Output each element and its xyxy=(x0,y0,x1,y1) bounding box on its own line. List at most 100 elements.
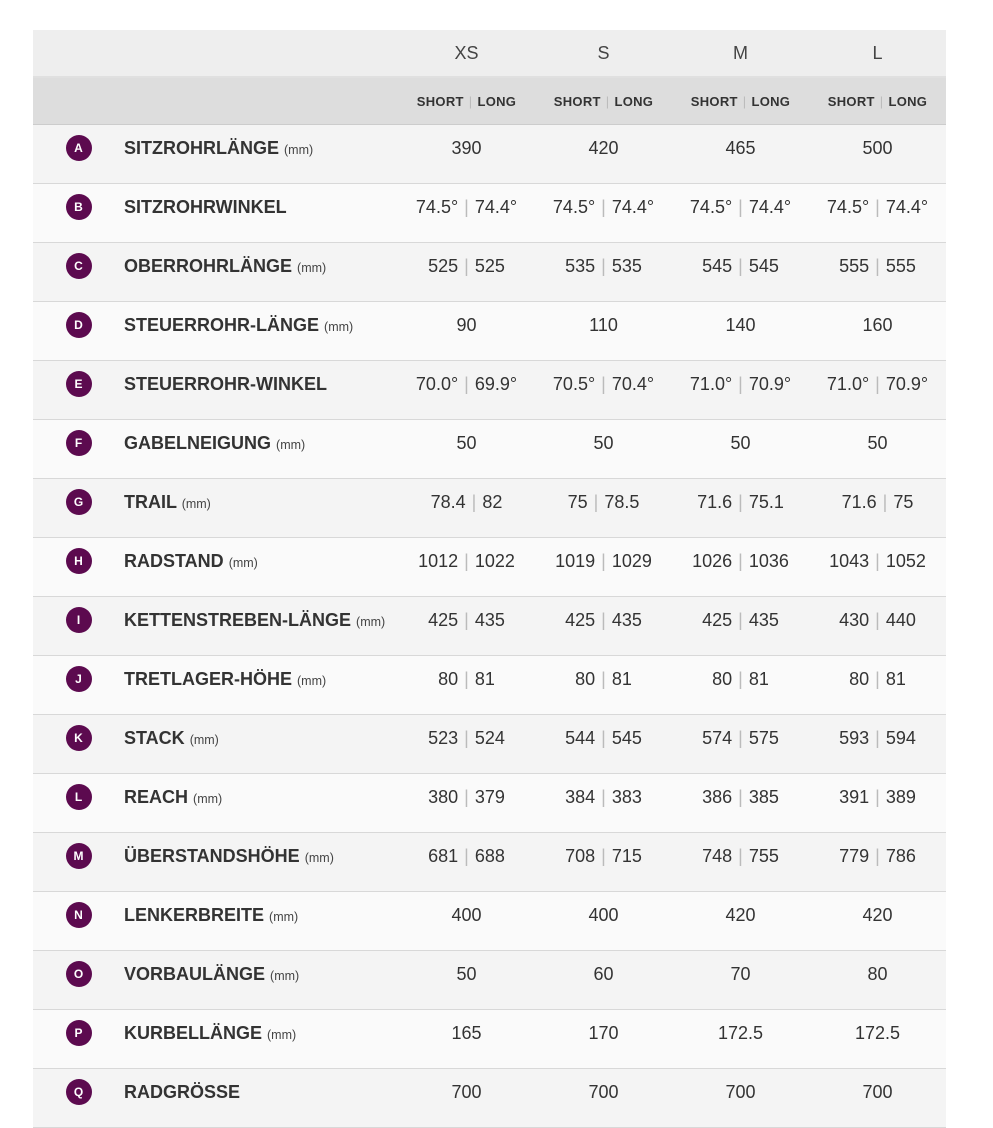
value-cell: 1043 | 1052 xyxy=(829,551,926,571)
value-cell: 500 xyxy=(862,138,893,158)
table-row: J TRETLAGER-HÖHE (mm) 80 | 81 80 | 81 80 | 81 80 | 81 xyxy=(33,655,946,715)
value-cell: 523 | 524 xyxy=(428,728,505,748)
table-row: L REACH (mm) 380 | 379 384 | 383 386 | 385 391 | 389 xyxy=(33,773,946,833)
value-cell: 380 | 379 xyxy=(428,787,505,807)
row-letter-badge: F xyxy=(65,430,92,456)
variant-header: SHORT | LONG xyxy=(398,77,535,125)
value-cell: 384 | 383 xyxy=(565,787,642,807)
row-label: SITZROHRWINKEL xyxy=(124,197,287,217)
value-cell: 165 xyxy=(451,1023,482,1043)
value-cell: 386 | 385 xyxy=(702,787,779,807)
value-cell: 75 | 78.5 xyxy=(567,492,640,512)
row-label: KETTENSTREBEN-LÄNGE (mm) xyxy=(124,610,386,630)
row-label: LENKERBREITE (mm) xyxy=(124,905,299,925)
value-cell: 50 xyxy=(730,433,751,453)
table-row: P KURBELLÄNGE (mm) 165 170 172.5 172.5 xyxy=(33,1009,946,1069)
row-label: REACH (mm) xyxy=(124,787,223,807)
unit: (mm) xyxy=(269,910,299,924)
row-letter-badge: G xyxy=(65,489,92,515)
value-cell: 71.0° | 70.9° xyxy=(689,374,792,394)
row-letter-badge: H xyxy=(65,548,92,574)
value-cell: 544 | 545 xyxy=(565,728,642,748)
row-letter-badge: A xyxy=(65,135,92,161)
value-cell: 700 xyxy=(725,1082,756,1102)
table-row: E STEUERROHR-WINKEL 70.0° | 69.9° 70.5° | 70.4°… xyxy=(33,360,946,420)
value-cell: 78.4 | 82 xyxy=(430,492,503,512)
value-cell: 535 | 535 xyxy=(565,256,642,276)
row-label: VORBAULÄNGE (mm) xyxy=(124,964,300,984)
value-cell: 50 xyxy=(456,433,477,453)
table-row: N LENKERBREITE (mm) 400 400 420 420 xyxy=(33,891,946,951)
row-label: RADSTAND (mm) xyxy=(124,551,258,571)
row-label: GABELNEIGUNG (mm) xyxy=(124,433,306,453)
row-letter-badge: D xyxy=(65,312,92,338)
value-cell: 80 | 81 xyxy=(575,669,632,689)
row-label: STEUERROHR-LÄNGE (mm) xyxy=(124,315,354,335)
row-letter-badge: K xyxy=(65,725,92,751)
value-cell: 425 | 435 xyxy=(428,610,505,630)
value-cell: 1019 | 1029 xyxy=(555,551,652,571)
table-row: M ÜBERSTANDSHÖHE (mm) 681 | 688 708 | 715 748 | 75… xyxy=(33,832,946,892)
value-cell: 71.6 | 75.1 xyxy=(697,492,784,512)
value-cell: 425 | 435 xyxy=(702,610,779,630)
table-row: I KETTENSTREBEN-LÄNGE (mm) 425 | 435 425 | 435 4… xyxy=(33,596,946,656)
value-cell: 71.6 | 75 xyxy=(841,492,914,512)
row-letter-badge: Q xyxy=(65,1079,92,1105)
value-cell: 400 xyxy=(588,905,619,925)
unit: (mm) xyxy=(189,733,219,747)
table-row: A SITZROHRLÄNGE (mm) 390 420 465 500 xyxy=(33,124,946,184)
row-letter-badge: N xyxy=(65,902,92,928)
value-cell: 574 | 575 xyxy=(702,728,779,748)
value-cell: 50 xyxy=(456,964,477,984)
value-cell: 400 xyxy=(451,905,482,925)
value-cell: 60 xyxy=(593,964,614,984)
value-cell: 172.5 xyxy=(717,1023,764,1043)
size-header: XS xyxy=(398,30,535,78)
value-cell: 425 | 435 xyxy=(565,610,642,630)
value-cell: 465 xyxy=(725,138,756,158)
table-row: O VORBAULÄNGE (mm) 50 60 70 80 xyxy=(33,950,946,1010)
row-label: STEUERROHR-WINKEL xyxy=(124,374,327,394)
unit: (mm) xyxy=(304,851,334,865)
value-cell: 700 xyxy=(862,1082,893,1102)
table-row: G TRAIL (mm) 78.4 | 82 75 | 78.5 71.6 | 75.1 71.6 | 7… xyxy=(33,478,946,538)
row-letter-badge: O xyxy=(65,961,92,987)
unit: (mm) xyxy=(284,143,314,157)
row-letter-badge: C xyxy=(65,253,92,279)
row-letter-badge: P xyxy=(65,1020,92,1046)
row-letter-badge: M xyxy=(65,843,92,869)
value-cell: 555 | 555 xyxy=(839,256,916,276)
row-label: KURBELLÄNGE (mm) xyxy=(124,1023,297,1043)
table-row: D STEUERROHR-LÄNGE (mm) 90 110 140 160 xyxy=(33,301,946,361)
value-cell: 700 xyxy=(588,1082,619,1102)
unit: (mm) xyxy=(181,497,211,511)
value-cell: 391 | 389 xyxy=(839,787,916,807)
row-label: TRETLAGER-HÖHE (mm) xyxy=(124,669,327,689)
size-header: S xyxy=(535,30,672,78)
variant-header-row: SHORT | LONG SHORT | LONG SHORT | LONG SHORT | L… xyxy=(33,77,946,125)
row-letter-badge: E xyxy=(65,371,92,397)
variant-header: SHORT | LONG xyxy=(672,77,809,125)
unit: (mm) xyxy=(324,320,354,334)
row-label: OBERROHRLÄNGE (mm) xyxy=(124,256,327,276)
value-cell: 74.5° | 74.4° xyxy=(689,197,792,217)
size-header: M xyxy=(672,30,809,78)
value-cell: 80 | 81 xyxy=(438,669,495,689)
unit: (mm) xyxy=(356,615,386,629)
value-cell: 170 xyxy=(588,1023,619,1043)
unit: (mm) xyxy=(276,438,306,452)
value-cell: 172.5 xyxy=(854,1023,901,1043)
value-cell: 74.5° | 74.4° xyxy=(826,197,929,217)
value-cell: 71.0° | 70.9° xyxy=(826,374,929,394)
value-cell: 420 xyxy=(862,905,893,925)
value-cell: 80 | 81 xyxy=(849,669,906,689)
value-cell: 779 | 786 xyxy=(839,846,916,866)
size-header: L xyxy=(809,30,946,78)
value-cell: 74.5° | 74.4° xyxy=(415,197,518,217)
value-cell: 420 xyxy=(588,138,619,158)
row-letter-badge: B xyxy=(65,194,92,220)
value-cell: 80 | 81 xyxy=(712,669,769,689)
unit: (mm) xyxy=(228,556,258,570)
value-cell: 1026 | 1036 xyxy=(692,551,789,571)
row-label: SITZROHRLÄNGE (mm) xyxy=(124,138,314,158)
